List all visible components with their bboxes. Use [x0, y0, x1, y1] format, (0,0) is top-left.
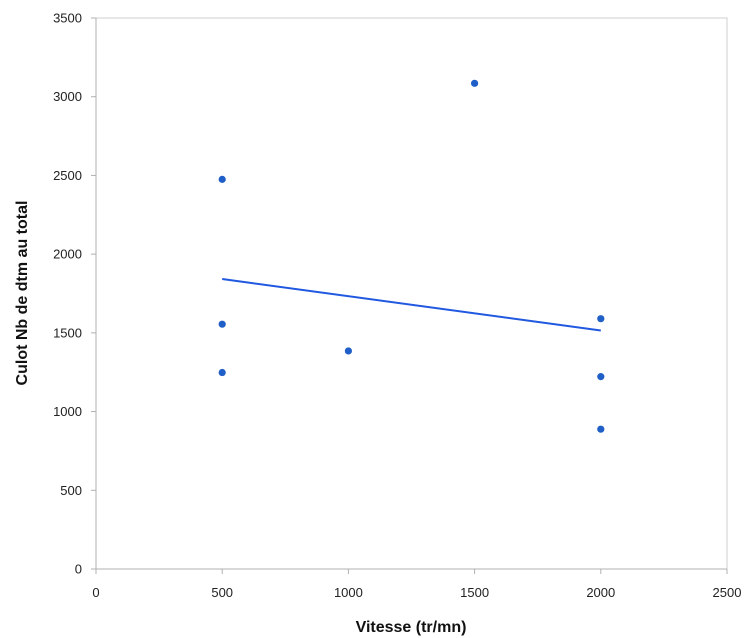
data-point: [218, 320, 226, 328]
x-tick-label: 2500: [713, 585, 742, 600]
data-point: [597, 315, 605, 323]
data-point: [344, 347, 352, 355]
plot-area: [95, 17, 728, 570]
data-point: [597, 425, 605, 433]
data-point: [218, 175, 226, 183]
data-points: [218, 79, 605, 433]
trendline: [222, 278, 601, 332]
y-tick-label: 1500: [53, 325, 82, 340]
x-tick-label: 0: [92, 585, 99, 600]
tick-labels: 0 500 1000 1500 2000 2500 3000 3500 0 500 1000 1500…: [53, 11, 741, 601]
data-point: [471, 79, 479, 87]
axes: [91, 17, 728, 574]
data-point: [218, 368, 226, 377]
y-tick-label: 3000: [53, 89, 82, 104]
x-axis-title: Vitesse (tr/mn): [356, 619, 467, 636]
y-tick-label: 3500: [53, 11, 82, 26]
y-tick-label: 2500: [53, 168, 82, 183]
x-tick-label: 2000: [586, 585, 615, 600]
trendline-layer: [222, 278, 601, 332]
x-tick-label: 1000: [334, 585, 363, 600]
y-tick-label: 500: [60, 483, 82, 498]
data-point: [597, 373, 605, 381]
y-tick-label: 1000: [53, 404, 82, 419]
y-tick-label: 0: [75, 562, 82, 577]
x-tick-label: 1500: [460, 585, 489, 600]
x-tick-label: 500: [211, 585, 233, 600]
y-axis-title: Culot Nb de dtm au total: [14, 201, 31, 386]
y-tick-label: 2000: [53, 247, 82, 262]
